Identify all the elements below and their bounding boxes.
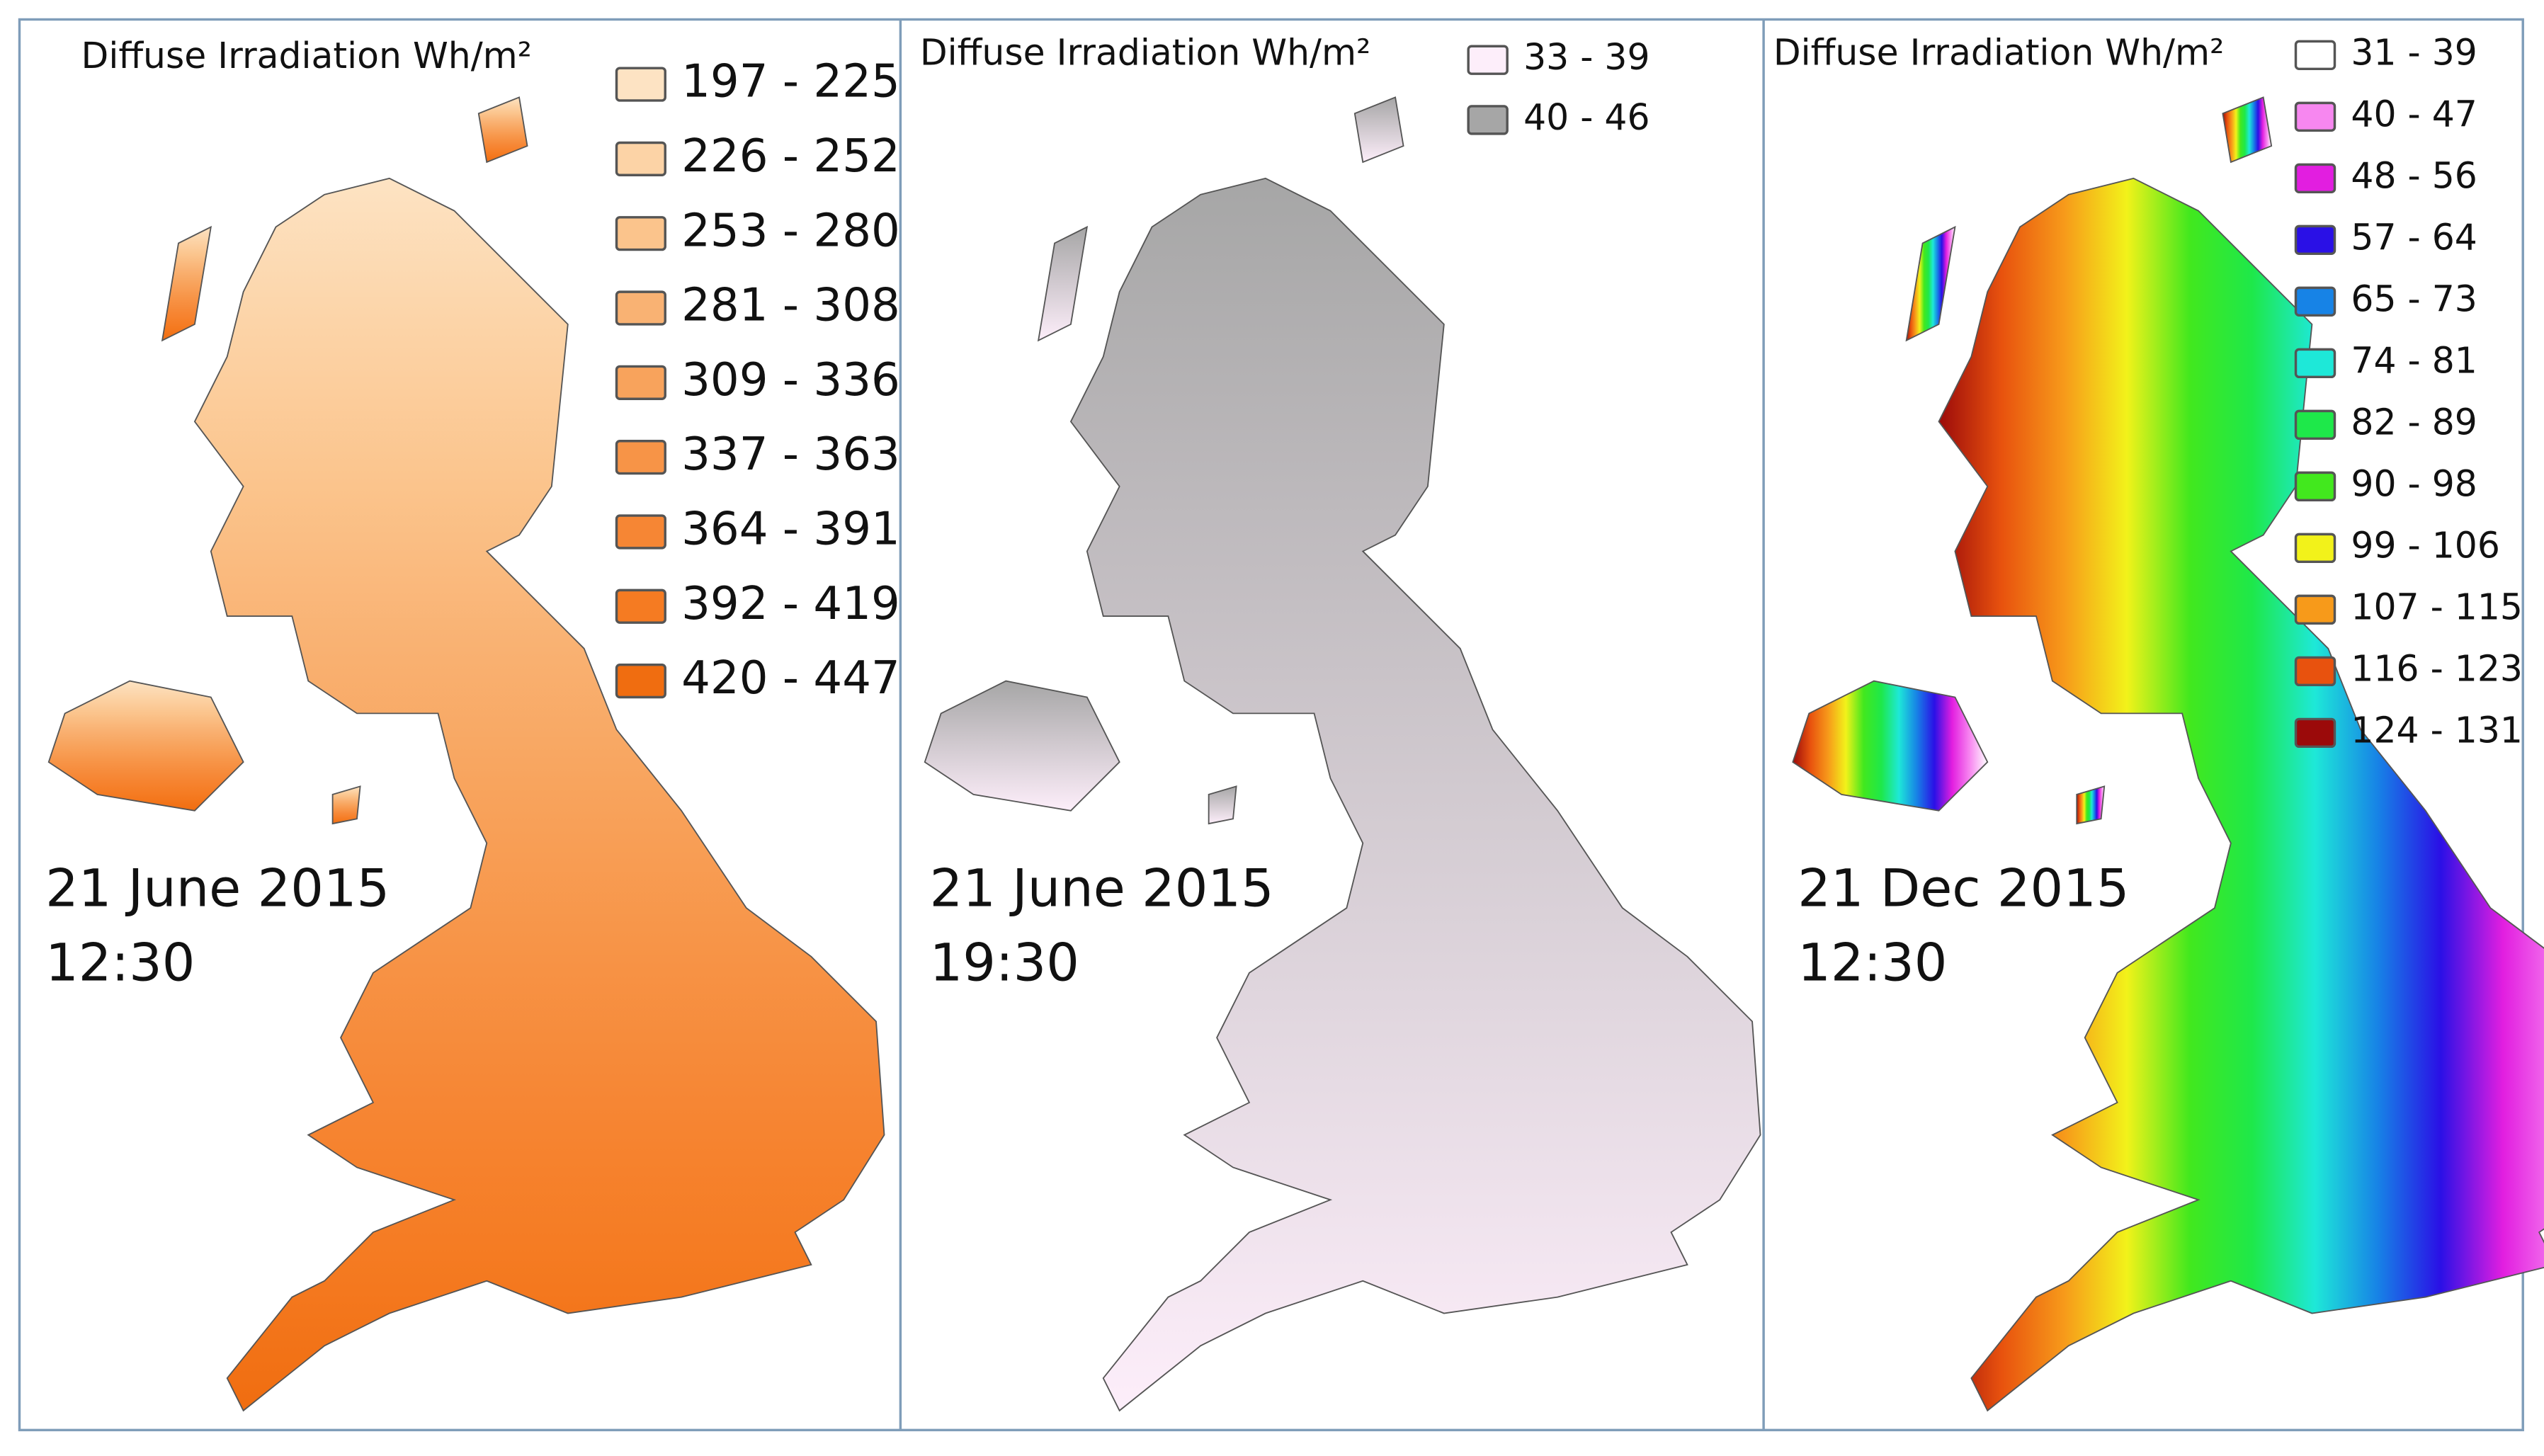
date-label: 21 June 2015 <box>930 858 1274 918</box>
island <box>1208 785 1237 825</box>
legend-label: 65 - 73 <box>2351 278 2477 319</box>
legend-swatch <box>615 440 666 475</box>
map-title: Diffuse Irradiation Wh/m² <box>1773 31 2224 73</box>
legend-label: 309 - 336 <box>681 353 900 406</box>
legend-label: 281 - 308 <box>681 279 900 332</box>
land <box>1069 177 1761 1412</box>
island <box>1905 225 1956 342</box>
land <box>1938 177 2544 1412</box>
legend-swatch <box>2294 594 2336 625</box>
legend-swatch <box>2294 163 2336 194</box>
time-label: 12:30 <box>1798 933 1947 994</box>
legend-label: 90 - 98 <box>2351 462 2477 504</box>
legend-swatch <box>615 663 666 699</box>
legend-swatch <box>615 216 666 251</box>
legend-label: 57 - 64 <box>2351 216 2477 258</box>
legend-swatch <box>615 588 666 624</box>
legend-label: 107 - 115 <box>2351 586 2523 627</box>
legend-swatch <box>2294 471 2336 502</box>
legend-label: 392 - 419 <box>681 577 900 630</box>
map-title: Diffuse Irradiation Wh/m² <box>920 31 1370 73</box>
legend-label: 40 - 46 <box>1523 96 1649 138</box>
legend-label: 31 - 39 <box>2351 31 2477 73</box>
time-label: 12:30 <box>45 933 195 994</box>
map-title: Diffuse Irradiation Wh/m² <box>81 35 532 76</box>
island <box>2222 96 2273 164</box>
legend-swatch <box>2294 40 2336 71</box>
legend-label: 364 - 391 <box>681 503 900 556</box>
legend-label: 33 - 39 <box>1523 36 1649 78</box>
legend-swatch <box>1467 45 1509 75</box>
legend-swatch <box>615 141 666 176</box>
legend-label: 226 - 252 <box>681 130 900 183</box>
island <box>2076 785 2106 825</box>
legend-label: 116 - 123 <box>2351 647 2523 689</box>
legend-swatch <box>1467 105 1509 135</box>
legend-swatch <box>615 290 666 326</box>
island <box>331 785 361 825</box>
island <box>477 96 528 164</box>
date-label: 21 June 2015 <box>45 858 390 918</box>
legend-label: 48 - 56 <box>2351 154 2477 196</box>
legend-label: 99 - 106 <box>2351 524 2500 566</box>
legend-swatch <box>615 67 666 102</box>
legend-swatch <box>2294 656 2336 687</box>
land <box>193 177 885 1412</box>
island <box>1353 96 1404 164</box>
legend-swatch <box>2294 409 2336 440</box>
legend-label: 420 - 447 <box>681 652 900 705</box>
legend-label: 197 - 225 <box>681 55 900 108</box>
land <box>47 680 244 812</box>
legend-label: 82 - 89 <box>2351 401 2477 443</box>
legend-label: 124 - 131 <box>2351 709 2523 751</box>
legend-swatch <box>2294 348 2336 379</box>
legend-swatch <box>2294 224 2336 256</box>
legend-swatch <box>2294 101 2336 132</box>
time-label: 19:30 <box>930 933 1079 994</box>
legend-label: 40 - 47 <box>2351 93 2477 135</box>
date-label: 21 Dec 2015 <box>1798 858 2129 918</box>
legend-swatch <box>2294 533 2336 564</box>
legend-swatch <box>615 514 666 550</box>
island <box>1037 225 1089 342</box>
legend-swatch <box>615 365 666 400</box>
legend-label: 74 - 81 <box>2351 339 2477 381</box>
legend-label: 253 - 280 <box>681 204 900 257</box>
legend-swatch <box>2294 286 2336 317</box>
land <box>924 680 1120 812</box>
island <box>161 225 212 342</box>
legend-label: 337 - 363 <box>681 428 900 481</box>
land <box>1792 680 1989 812</box>
legend-swatch <box>2294 717 2336 749</box>
